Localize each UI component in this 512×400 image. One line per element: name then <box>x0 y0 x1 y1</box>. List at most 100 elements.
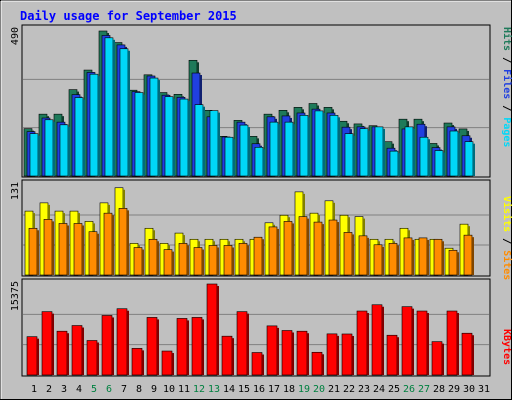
bar-sites-day-19-shadow <box>307 218 309 275</box>
bar-kbytes-day-29-shadow <box>457 313 459 375</box>
x-tick-label-day-12: 12 <box>193 384 205 395</box>
bar-sites-day-3-shadow <box>67 225 69 275</box>
bar-kbytes-day-19 <box>296 330 308 376</box>
bar-pages-day-19 <box>299 115 309 177</box>
bar-pages-day-15 <box>239 124 249 177</box>
bar-kbytes-day-29 <box>446 310 458 376</box>
bar-pages-day-2-shadow <box>53 121 55 176</box>
bar-kbytes-day-26 <box>401 306 413 376</box>
bar-pages-day-25-shadow <box>398 153 400 176</box>
legend-visits: Visits <box>501 196 512 232</box>
x-tick-label-day-1: 1 <box>31 384 37 395</box>
legend-files: Files <box>501 69 512 99</box>
bar-sites-day-27 <box>418 237 428 276</box>
bar-sites-day-7 <box>118 208 128 276</box>
bar-sites-day-13-shadow <box>217 247 219 275</box>
bar-sites-day-24-shadow <box>382 246 384 275</box>
bar-kbytes-day-22 <box>341 333 353 376</box>
bar-kbytes-day-20 <box>311 351 323 376</box>
x-tick-label-day-15: 15 <box>238 384 250 395</box>
bar-kbytes-day-7 <box>116 308 128 376</box>
x-tick-label-day-29: 29 <box>448 384 460 395</box>
bar-sites-day-22 <box>343 232 353 276</box>
bar-kbytes-day-8 <box>131 348 143 376</box>
bar-kbytes-day-1-shadow <box>37 338 39 375</box>
bar-pages-day-27-shadow <box>428 139 430 176</box>
x-tick-label-day-30: 30 <box>463 384 475 395</box>
bar-kbytes-day-14 <box>221 335 233 376</box>
bar-sites-day-28 <box>433 238 443 276</box>
x-tick-label-day-22: 22 <box>343 384 355 395</box>
bar-pages-day-2 <box>44 119 54 177</box>
bar-pages-day-22-shadow <box>353 135 355 176</box>
bar-kbytes-day-28-shadow <box>442 343 444 375</box>
x-tick-label-day-31: 31 <box>478 384 490 395</box>
bar-kbytes-day-9 <box>146 317 158 376</box>
x-tick-label-day-11: 11 <box>178 384 190 395</box>
legend-kbytes: KBytes <box>501 329 512 365</box>
bar-kbytes-day-17-shadow <box>277 327 279 375</box>
bar-pages-day-14-shadow <box>233 139 235 176</box>
bar-pages-day-28 <box>434 150 444 177</box>
bar-sites-day-1-shadow <box>37 230 39 275</box>
bar-pages-day-20 <box>314 110 324 177</box>
bar-pages-day-1 <box>29 133 39 177</box>
x-tick-label-day-28: 28 <box>433 384 445 395</box>
bar-pages-day-4 <box>74 97 84 177</box>
bar-kbytes-day-24-shadow <box>382 306 384 375</box>
bar-pages-day-23-shadow <box>368 130 370 176</box>
bar-kbytes-day-28 <box>431 341 443 376</box>
bar-kbytes-day-13-shadow <box>217 286 219 375</box>
legend-pages: Pages <box>501 117 512 147</box>
legend-visits-sites: Visits / Sites <box>501 196 512 280</box>
bar-pages-day-7 <box>119 48 129 177</box>
bar-sites-day-8-shadow <box>142 249 144 275</box>
bar-sites-day-22-shadow <box>352 234 354 275</box>
x-tick-label-day-27: 27 <box>418 384 430 395</box>
bar-pages-day-18 <box>284 121 294 177</box>
bar-pages-day-11 <box>179 98 189 177</box>
bar-sites-day-2-shadow <box>52 221 54 275</box>
bar-kbytes-day-10 <box>161 350 173 376</box>
bar-pages-day-5 <box>89 73 99 177</box>
bar-kbytes-day-21-shadow <box>337 335 339 375</box>
bar-kbytes-day-20-shadow <box>322 354 324 375</box>
bar-sites-day-17 <box>268 226 278 276</box>
bar-pages-day-29-shadow <box>458 133 460 176</box>
bar-kbytes-day-12-shadow <box>202 319 204 375</box>
bar-sites-day-6 <box>103 212 113 276</box>
bar-kbytes-day-5-shadow <box>97 342 99 375</box>
bar-sites-day-26 <box>403 237 413 276</box>
bar-sites-day-29-shadow <box>457 252 459 275</box>
bar-sites-day-3 <box>58 223 68 276</box>
bar-sites-day-14 <box>223 245 233 276</box>
bar-kbytes-day-7-shadow <box>127 310 129 375</box>
bar-kbytes-day-18-shadow <box>292 332 294 375</box>
bar-sites-day-2 <box>43 219 53 276</box>
x-tick-label-day-18: 18 <box>283 384 295 395</box>
bar-kbytes-day-30 <box>461 332 473 376</box>
bar-kbytes-day-21 <box>326 333 338 376</box>
bar-kbytes-day-4 <box>71 325 83 376</box>
bar-sites-day-20-shadow <box>322 224 324 275</box>
bar-pages-day-21 <box>329 115 339 177</box>
bar-sites-day-7-shadow <box>127 210 129 275</box>
bar-kbytes-day-25-shadow <box>397 337 399 375</box>
x-tick-label-day-7: 7 <box>121 384 127 395</box>
bar-kbytes-day-4-shadow <box>82 327 84 375</box>
bar-pages-day-1-shadow <box>38 135 40 176</box>
bar-sites-day-14-shadow <box>232 247 234 275</box>
bar-sites-day-27-shadow <box>427 239 429 275</box>
bar-pages-day-30-shadow <box>473 143 475 176</box>
bar-pages-day-3-shadow <box>68 126 70 176</box>
bar-pages-day-12-shadow <box>203 106 205 176</box>
bar-kbytes-day-6-shadow <box>112 317 114 375</box>
bar-kbytes-day-17 <box>266 325 278 376</box>
bar-sites-day-21-shadow <box>337 222 339 275</box>
bar-kbytes-day-6 <box>101 315 113 376</box>
bar-kbytes-day-27-shadow <box>427 313 429 375</box>
bar-pages-day-5-shadow <box>98 76 100 176</box>
y-max-label-hits: 490 <box>10 27 21 45</box>
x-tick-label-day-4: 4 <box>76 384 82 395</box>
